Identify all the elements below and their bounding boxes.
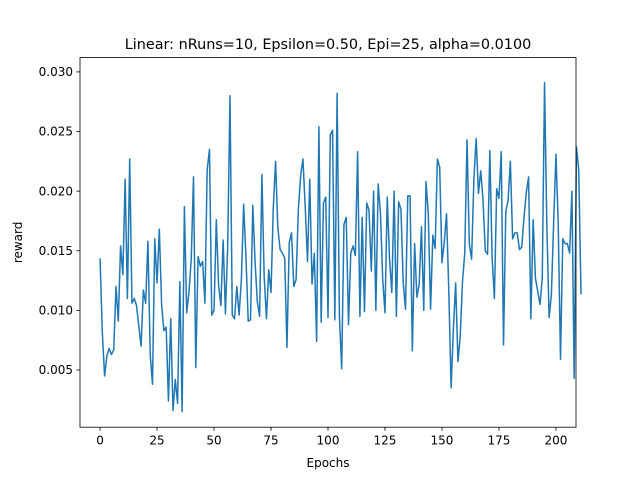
x-tick-label: 150	[431, 434, 454, 448]
series-layer	[99, 81, 582, 413]
y-tick-label: 0.020	[39, 184, 73, 198]
x-tick-label: 25	[149, 434, 164, 448]
y-tick-label: 0.010	[39, 304, 73, 318]
x-axis-label: Epochs	[307, 456, 350, 470]
y-tick-label: 0.030	[39, 65, 73, 79]
x-tick-label: 75	[263, 434, 278, 448]
x-tick-label: 175	[488, 434, 511, 448]
series-line-reward	[99, 81, 582, 413]
plot-frame	[79, 57, 577, 428]
x-tick-label: 200	[544, 434, 567, 448]
x-tick-label: 100	[317, 434, 340, 448]
y-tick-label: 0.015	[39, 244, 73, 258]
chart-title: Linear: nRuns=10, Epsilon=0.50, Epi=25, …	[125, 37, 532, 53]
plot-area	[80, 57, 576, 428]
y-axis-ticks: 0.005 0.010 0.015 0.020 0.025 0.030	[39, 65, 80, 377]
y-axis-label: reward	[11, 222, 25, 264]
y-tick-label: 0.005	[39, 363, 73, 377]
x-tick-label: 125	[374, 434, 397, 448]
y-tick-label: 0.025	[39, 125, 73, 139]
x-axis-ticks: 0 25 50 75 100 125 150 175 200	[96, 427, 567, 448]
x-tick-label: 0	[96, 434, 104, 448]
x-tick-label: 50	[206, 434, 221, 448]
